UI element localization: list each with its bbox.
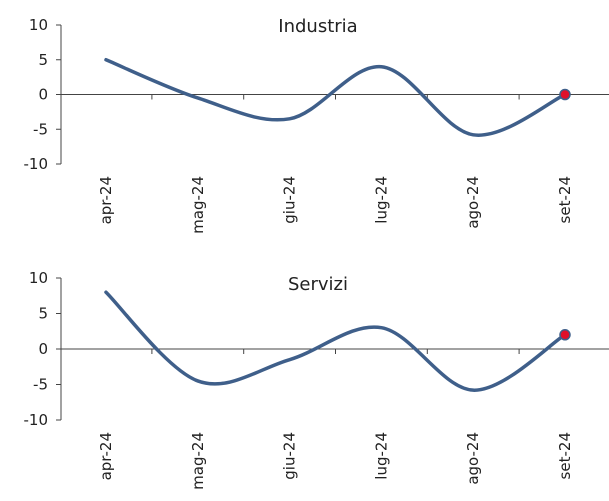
x-tick-label: ago-24 bbox=[464, 176, 482, 229]
x-tick-label: mag-24 bbox=[189, 176, 207, 234]
chart-panel-2: Servizi 10 5 0 -5 -10 apr-24 mag-24 giu-24 lug-24… bbox=[24, 269, 609, 490]
x-tick-label: apr-24 bbox=[97, 432, 115, 480]
x-tick-label: mag-24 bbox=[189, 432, 207, 490]
x-tick-label: set-24 bbox=[556, 176, 574, 223]
y-tick-label: 5 bbox=[38, 305, 48, 323]
x-tick-label: lug-24 bbox=[372, 432, 390, 480]
y-tick-label: -5 bbox=[33, 376, 48, 394]
series-line bbox=[104, 58, 567, 137]
y-tick-label: 0 bbox=[38, 86, 48, 104]
last-data-point bbox=[559, 329, 571, 341]
y-tick-label: -5 bbox=[33, 120, 48, 138]
y-tick-label: 5 bbox=[38, 51, 48, 69]
x-tick-label: ago-24 bbox=[464, 432, 482, 485]
x-tick-label: apr-24 bbox=[97, 176, 115, 224]
x-tick-label: giu-24 bbox=[281, 176, 299, 224]
series-line bbox=[104, 290, 567, 392]
last-data-point bbox=[559, 88, 571, 101]
y-tick-label: -10 bbox=[24, 411, 49, 429]
y-tick-label: 10 bbox=[29, 16, 48, 34]
x-tick-label: set-24 bbox=[556, 432, 574, 479]
x-tick-label: giu-24 bbox=[281, 432, 299, 480]
y-tick-label: 10 bbox=[29, 269, 48, 287]
x-tick-label: lug-24 bbox=[372, 176, 390, 224]
y-tick-label: -10 bbox=[24, 155, 49, 173]
chart-title: Industria bbox=[278, 16, 357, 37]
y-tick-label: 0 bbox=[38, 340, 48, 358]
chart-panel-1: Industria 10 5 0 -5 -10 apr-24 mag-24 giu-24 lug-… bbox=[24, 16, 609, 234]
chart-title: Servizi bbox=[288, 274, 348, 295]
